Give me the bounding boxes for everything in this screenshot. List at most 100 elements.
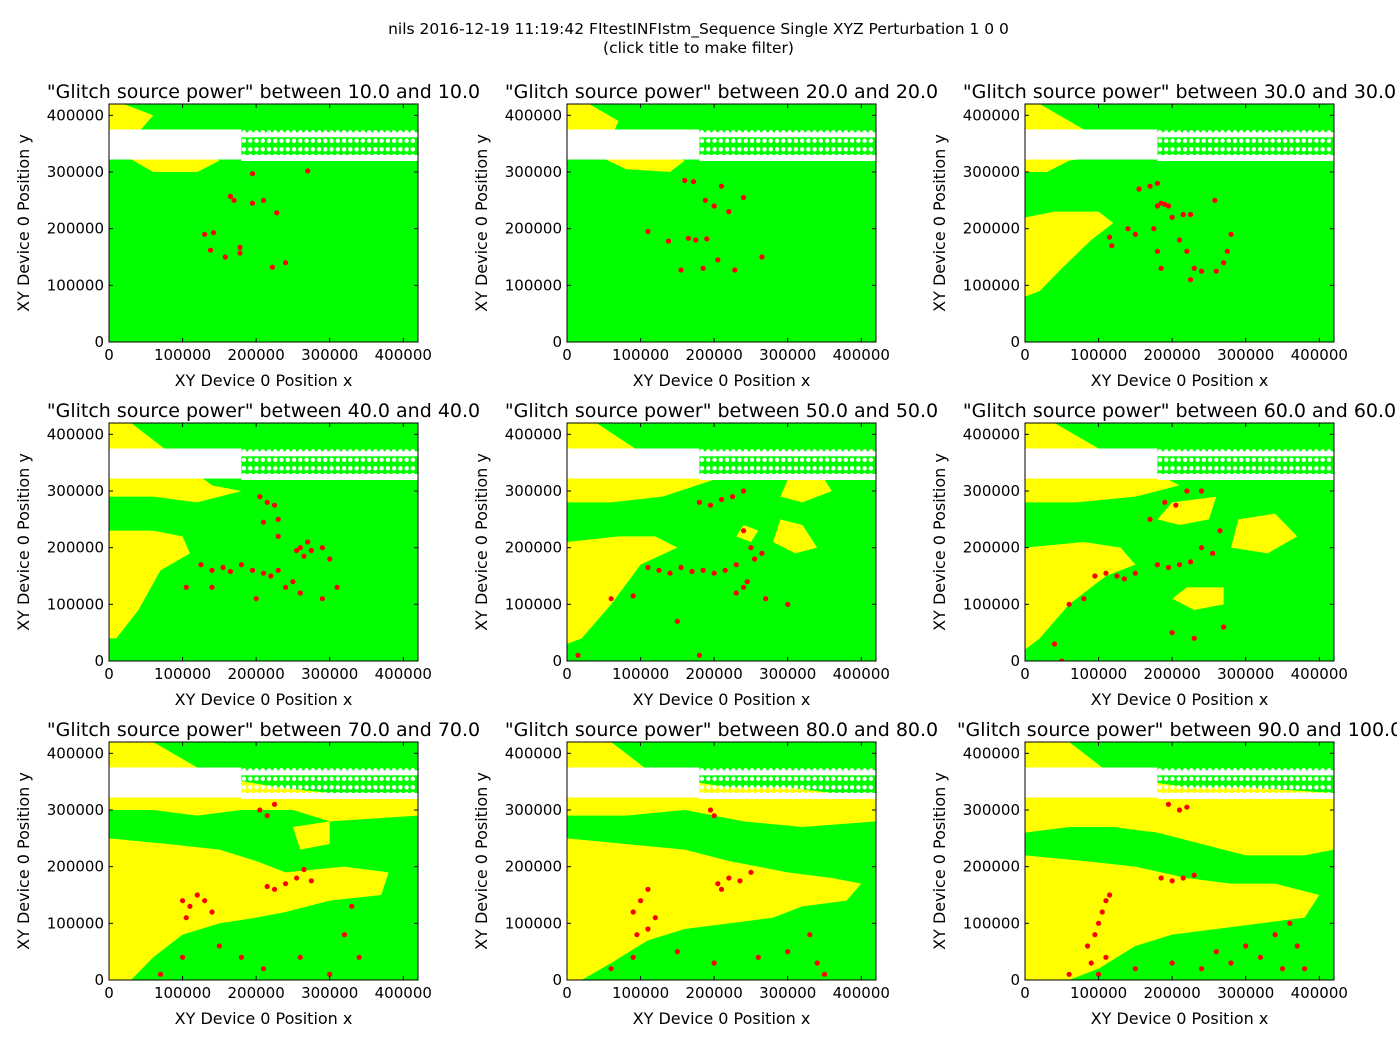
- reset-point: [275, 567, 281, 573]
- untested-point: [793, 138, 799, 144]
- untested-point: [1307, 153, 1313, 159]
- untested-point: [1289, 466, 1294, 471]
- untested-point: [1220, 130, 1225, 135]
- glitch-region-3: [292, 821, 330, 850]
- untested-point: [818, 472, 824, 478]
- x-tick-label: 300000: [301, 984, 358, 1002]
- untested-point: [781, 147, 786, 152]
- untested-point: [1082, 466, 1088, 471]
- untested-point: [668, 138, 673, 144]
- reset-point: [1084, 943, 1091, 949]
- untested-point: [173, 466, 178, 471]
- untested-point: [868, 785, 874, 790]
- reset-point: [1187, 211, 1194, 218]
- untested-point: [849, 472, 855, 478]
- untested-point: [668, 147, 673, 152]
- untested-point: [1232, 776, 1238, 782]
- untested-point: [1251, 449, 1257, 454]
- untested-point: [662, 768, 667, 773]
- untested-point: [1201, 153, 1206, 159]
- reset-point: [645, 228, 651, 235]
- untested-point: [843, 785, 849, 790]
- untested-point: [323, 776, 328, 782]
- untested-point: [1326, 785, 1332, 790]
- reset-point: [1109, 243, 1115, 249]
- untested-point: [1207, 449, 1213, 454]
- reset-point: [748, 869, 754, 875]
- untested-point: [1026, 472, 1031, 478]
- untested-point: [612, 791, 617, 797]
- untested-point: [793, 147, 799, 152]
- untested-point: [1189, 785, 1194, 790]
- untested-point: [279, 472, 284, 478]
- untested-point: [631, 791, 636, 797]
- untested-point: [1082, 457, 1088, 463]
- untested-point: [593, 768, 598, 773]
- untested-point: [1326, 791, 1332, 797]
- untested-point: [1176, 791, 1181, 797]
- untested-point: [1145, 130, 1150, 135]
- untested-point: [185, 785, 190, 790]
- untested-point: [656, 791, 661, 797]
- untested-point: [1320, 785, 1325, 790]
- x-axis-label: XY Device 0 Position x: [1091, 1009, 1269, 1028]
- untested-point: [341, 153, 347, 159]
- figure-title-line-2[interactable]: (click title to make filter): [603, 39, 794, 57]
- untested-point: [366, 466, 372, 471]
- untested-point: [1045, 138, 1050, 144]
- untested-point: [743, 147, 748, 152]
- plot-area: [1025, 423, 1334, 661]
- untested-point: [323, 785, 328, 790]
- untested-point: [1301, 130, 1307, 135]
- untested-point: [354, 776, 359, 782]
- untested-point: [1176, 138, 1181, 144]
- untested-point: [291, 153, 297, 159]
- untested-point: [1139, 768, 1144, 773]
- untested-point: [574, 768, 580, 773]
- reset-point: [269, 264, 275, 270]
- untested-point: [1057, 466, 1063, 471]
- untested-point: [1201, 785, 1206, 790]
- untested-point: [1064, 791, 1069, 797]
- untested-point: [241, 472, 247, 478]
- untested-point: [599, 457, 605, 463]
- untested-point: [266, 785, 272, 790]
- untested-point: [1326, 147, 1332, 152]
- untested-point: [593, 130, 598, 135]
- untested-point: [223, 449, 228, 454]
- untested-point: [631, 472, 636, 478]
- x-tick-label: 400000: [833, 665, 890, 683]
- untested-point: [204, 791, 209, 797]
- y-tick-label: 200000: [505, 220, 562, 238]
- reset-point: [1158, 875, 1164, 881]
- untested-point: [868, 472, 874, 478]
- untested-point: [166, 776, 172, 782]
- reset-point: [1228, 960, 1234, 966]
- untested-point: [1307, 147, 1313, 152]
- reset-point: [249, 200, 256, 206]
- untested-point: [806, 776, 811, 782]
- untested-point: [260, 791, 265, 797]
- untested-point: [398, 147, 403, 152]
- untested-point: [216, 130, 222, 135]
- untested-point: [404, 130, 409, 135]
- untested-point: [1170, 768, 1175, 773]
- untested-point: [210, 768, 215, 773]
- untested-point: [831, 130, 836, 135]
- untested-point: [404, 785, 409, 790]
- untested-point: [743, 776, 748, 782]
- figure-title-line-1[interactable]: nils 2016-12-19 11:19:42 FItestINFIstm_S…: [388, 20, 1009, 38]
- untested-point: [1232, 138, 1238, 144]
- figure-title[interactable]: nils 2016-12-19 11:19:42 FItestINFIstm_S…: [0, 20, 1397, 58]
- x-tick-label: 200000: [1144, 665, 1201, 683]
- untested-band-strip: [699, 793, 876, 799]
- untested-point: [1151, 768, 1156, 773]
- reset-point: [1221, 260, 1227, 266]
- glitch-region-2: [1025, 211, 1114, 297]
- untested-point: [1151, 472, 1156, 478]
- untested-point: [693, 457, 698, 463]
- reset-point: [327, 971, 333, 977]
- untested-point: [687, 147, 692, 152]
- untested-point: [856, 138, 861, 144]
- untested-point: [1157, 457, 1163, 463]
